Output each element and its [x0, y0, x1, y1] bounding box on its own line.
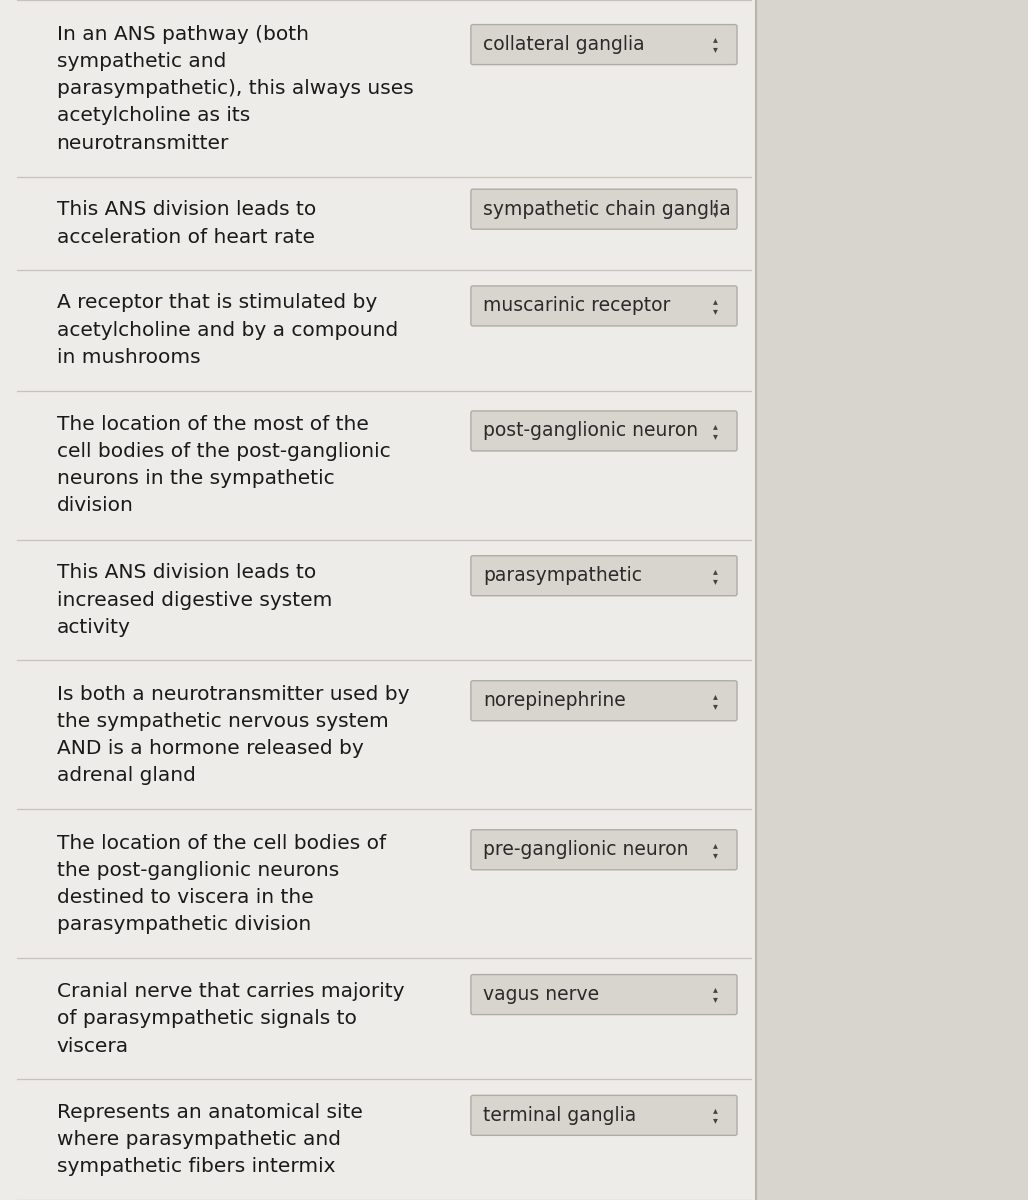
Text: This ANS division leads to
acceleration of heart rate: This ANS division leads to acceleration … — [57, 200, 316, 247]
Text: ▴: ▴ — [712, 984, 718, 995]
Text: The location of the cell bodies of
the post-ganglionic neurons
destined to visce: The location of the cell bodies of the p… — [57, 834, 386, 935]
Text: ▾: ▾ — [712, 209, 718, 220]
Text: parasympathetic: parasympathetic — [483, 566, 641, 586]
Text: ▾: ▾ — [712, 431, 718, 440]
Text: ▾: ▾ — [712, 44, 718, 54]
FancyBboxPatch shape — [471, 190, 737, 229]
Text: norepinephrine: norepinephrine — [483, 691, 626, 710]
Text: terminal ganglia: terminal ganglia — [483, 1106, 636, 1124]
Text: ▴: ▴ — [712, 691, 718, 701]
Text: ▴: ▴ — [712, 840, 718, 850]
Text: Is both a neurotransmitter used by
the sympathetic nervous system
AND is a hormo: Is both a neurotransmitter used by the s… — [57, 684, 409, 785]
Text: vagus nerve: vagus nerve — [483, 985, 599, 1004]
Text: ▴: ▴ — [712, 199, 718, 209]
Text: Cranial nerve that carries majority
of parasympathetic signals to
viscera: Cranial nerve that carries majority of p… — [57, 982, 404, 1056]
Text: sympathetic chain ganglia: sympathetic chain ganglia — [483, 199, 731, 218]
FancyBboxPatch shape — [471, 974, 737, 1014]
Text: muscarinic receptor: muscarinic receptor — [483, 296, 670, 316]
Text: ▾: ▾ — [712, 995, 718, 1004]
Text: post-ganglionic neuron: post-ganglionic neuron — [483, 421, 698, 440]
FancyBboxPatch shape — [471, 556, 737, 595]
Text: ▾: ▾ — [712, 701, 718, 710]
Text: pre-ganglionic neuron: pre-ganglionic neuron — [483, 840, 689, 859]
FancyBboxPatch shape — [471, 1096, 737, 1135]
FancyBboxPatch shape — [471, 829, 737, 870]
Text: ▾: ▾ — [712, 306, 718, 316]
Text: Represents an anatomical site
where parasympathetic and
sympathetic fibers inter: Represents an anatomical site where para… — [57, 1103, 363, 1176]
Text: ▾: ▾ — [712, 576, 718, 586]
Text: The location of the most of the
cell bodies of the post-ganglionic
neurons in th: The location of the most of the cell bod… — [57, 415, 391, 516]
Text: ▴: ▴ — [712, 565, 718, 576]
Text: ▴: ▴ — [712, 1105, 718, 1115]
Text: This ANS division leads to
increased digestive system
activity: This ANS division leads to increased dig… — [57, 563, 332, 637]
Text: ▴: ▴ — [712, 421, 718, 431]
FancyBboxPatch shape — [471, 410, 737, 451]
Text: collateral ganglia: collateral ganglia — [483, 35, 645, 54]
FancyBboxPatch shape — [471, 24, 737, 65]
FancyBboxPatch shape — [471, 286, 737, 326]
Text: ▾: ▾ — [712, 850, 718, 859]
FancyBboxPatch shape — [471, 680, 737, 721]
Text: ▾: ▾ — [712, 1115, 718, 1126]
Text: ▴: ▴ — [712, 35, 718, 44]
Text: In an ANS pathway (both
sympathetic and
parasympathetic), this always uses
acety: In an ANS pathway (both sympathetic and … — [57, 25, 413, 152]
Text: A receptor that is stimulated by
acetylcholine and by a compound
in mushrooms: A receptor that is stimulated by acetylc… — [57, 294, 398, 367]
Bar — [0, 0, 756, 1200]
Text: ▴: ▴ — [712, 296, 718, 306]
